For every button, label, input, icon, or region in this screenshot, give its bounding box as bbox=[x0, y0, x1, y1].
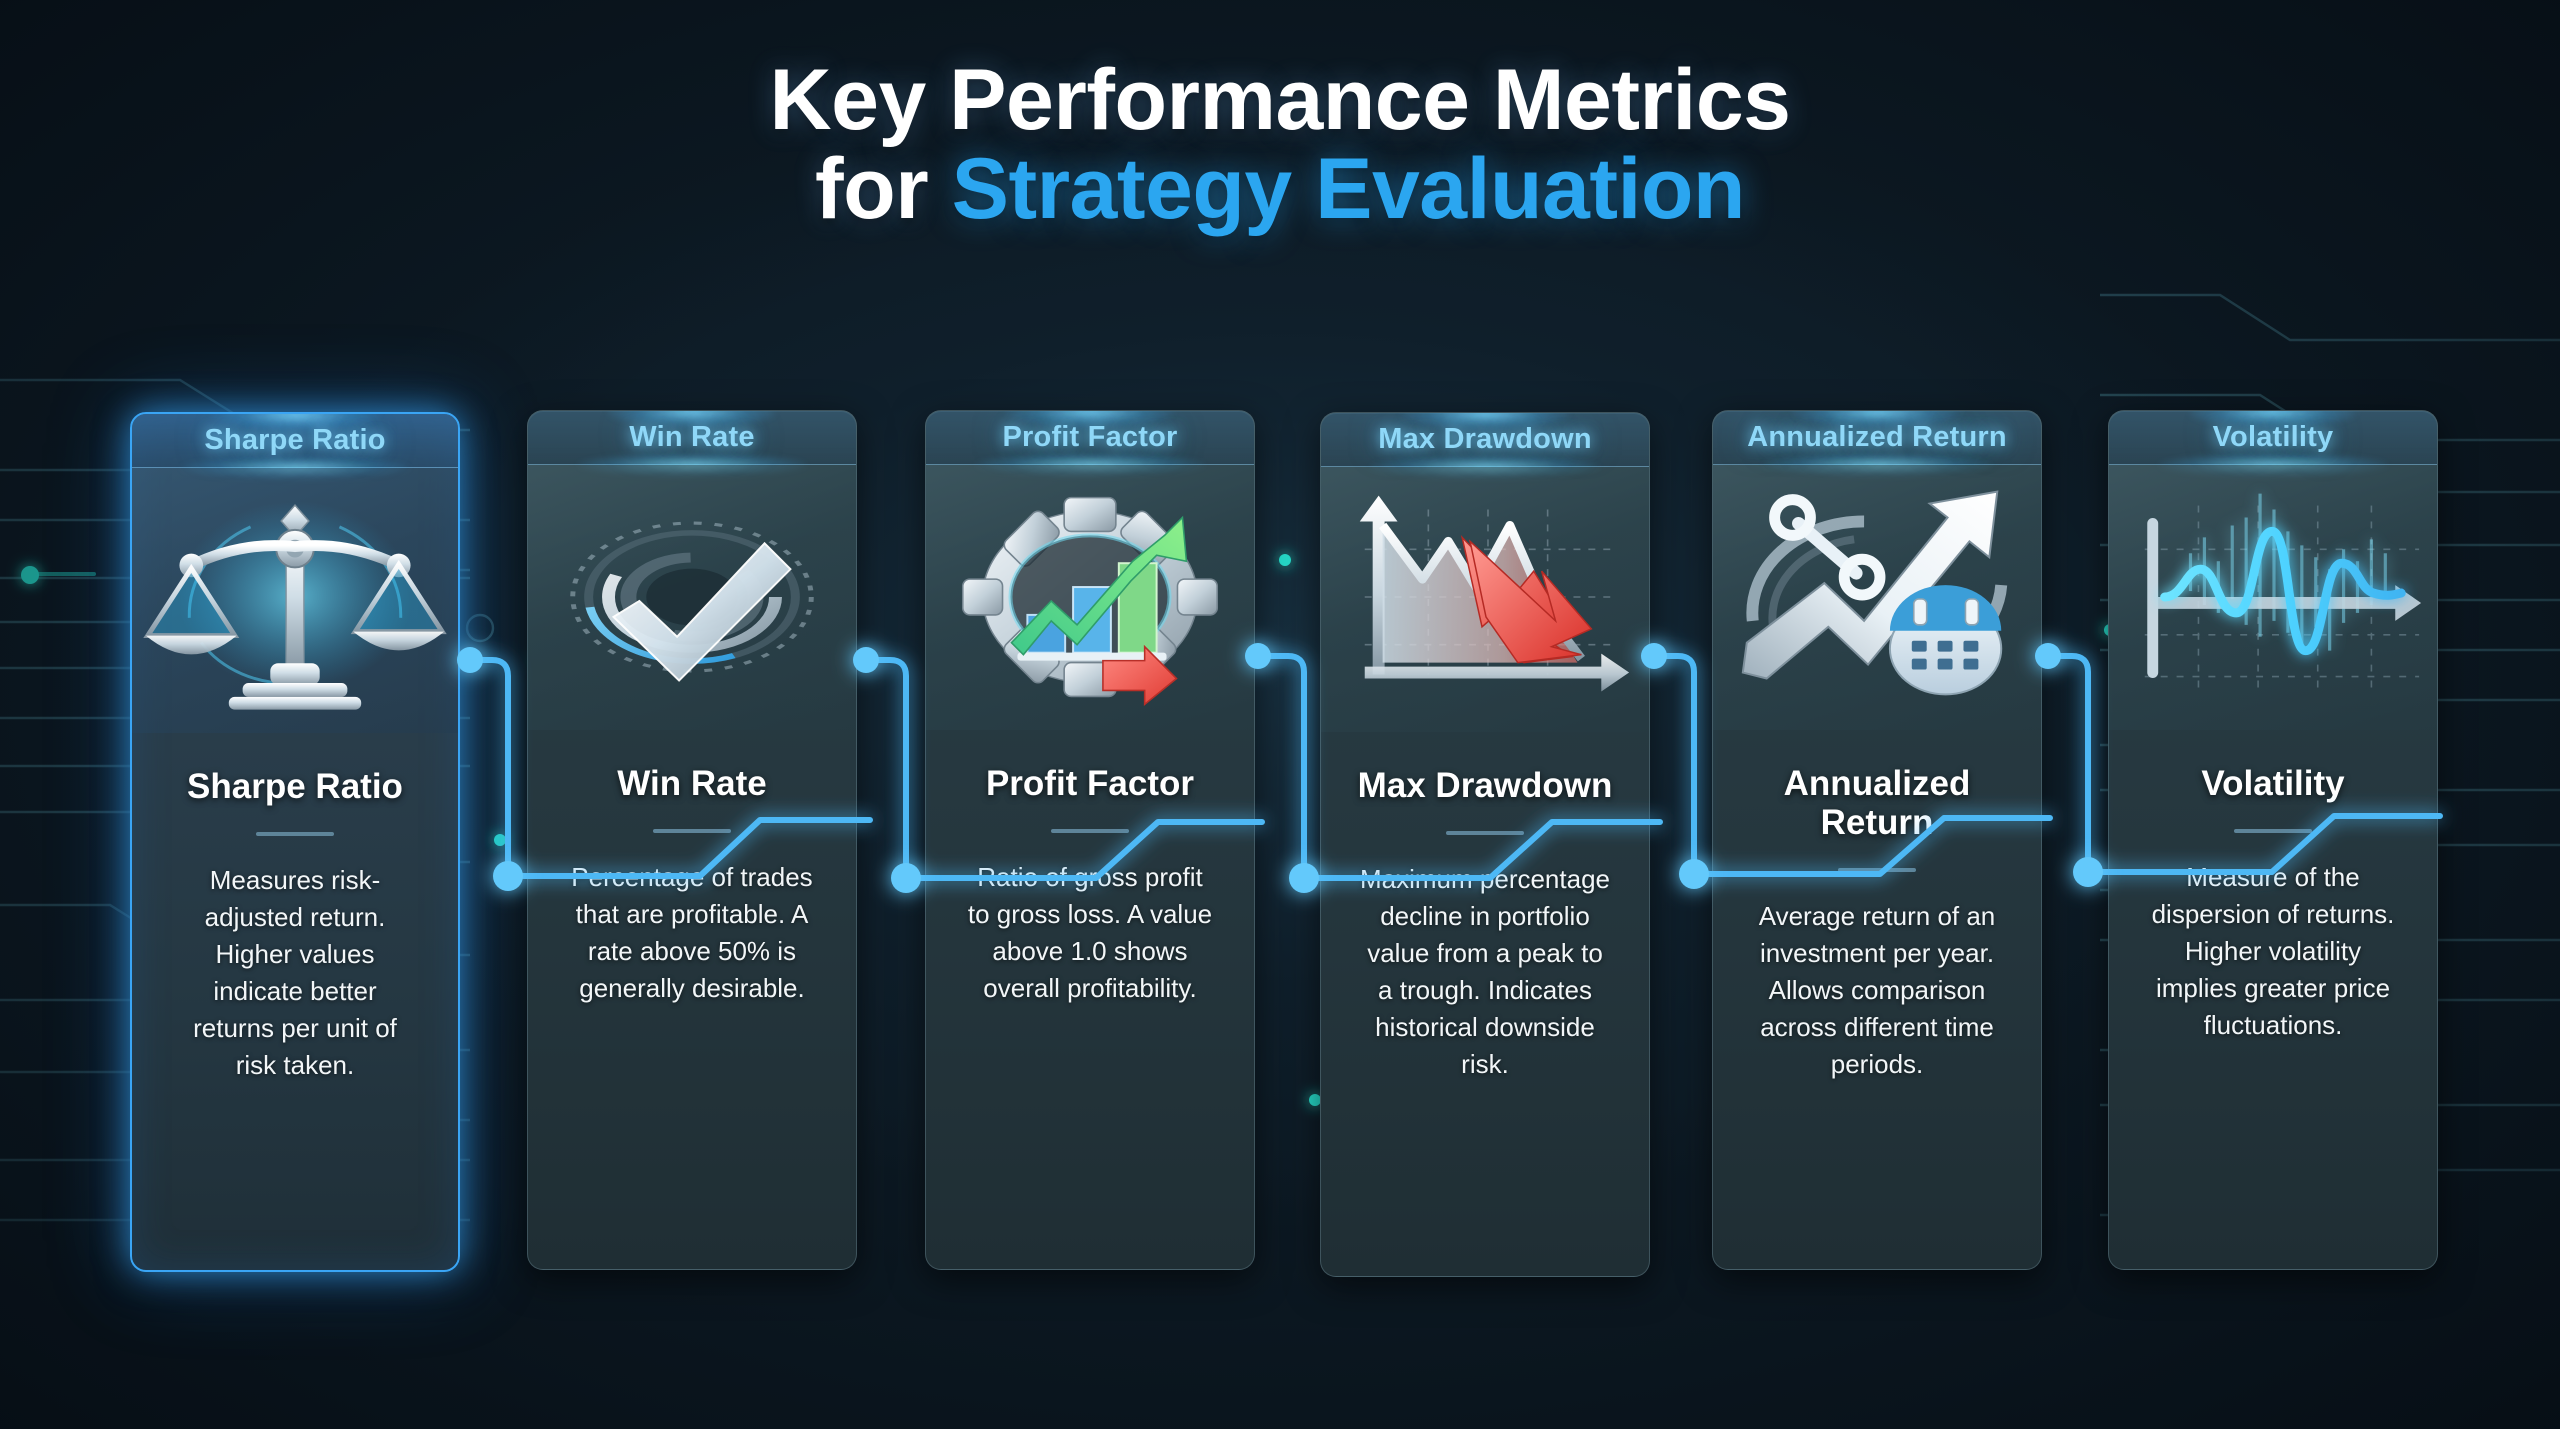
card-divider bbox=[653, 829, 731, 834]
card-description: Ratio of gross profit to gross loss. A v… bbox=[967, 862, 1213, 1003]
card-description: Measures risk-adjusted return. Higher va… bbox=[193, 865, 397, 1080]
card-description: Measure of the dispersion of returns. Hi… bbox=[2151, 862, 2395, 1040]
card-header-max-drawdown: Max Drawdown bbox=[1321, 413, 1649, 467]
percent-arrow-calendar-icon bbox=[1713, 465, 2041, 730]
card-body-max-drawdown: Max Drawdown Maximum percentage decline … bbox=[1321, 732, 1649, 1276]
card-header-sharpe-ratio: Sharpe Ratio bbox=[132, 414, 458, 468]
metric-card-profit-factor[interactable]: Profit Factor bbox=[925, 410, 1255, 1270]
card-header-win-rate: Win Rate bbox=[528, 411, 856, 465]
card-header-profit-factor: Profit Factor bbox=[926, 411, 1254, 465]
card-title: Max Drawdown bbox=[1357, 766, 1613, 805]
metric-card-annualized-return[interactable]: Annualized Return bbox=[1712, 410, 2042, 1270]
card-body-win-rate: Win Rate Percentage of trades that are p… bbox=[528, 730, 856, 1269]
card-description: Average return of an investment per year… bbox=[1758, 901, 1996, 1079]
card-header-volatility: Volatility bbox=[2109, 411, 2437, 465]
metric-card-sharpe-ratio[interactable]: Sharpe Ratio bbox=[130, 412, 460, 1272]
card-title: Annualized Return bbox=[1783, 764, 1971, 843]
metric-card-max-drawdown[interactable]: Max Drawdown bbox=[1320, 412, 1650, 1277]
card-divider bbox=[256, 832, 334, 837]
card-divider bbox=[1446, 831, 1524, 836]
waveform-icon bbox=[2109, 465, 2437, 730]
card-header-label: Sharpe Ratio bbox=[204, 424, 386, 456]
gear-bar-chart-icon bbox=[926, 465, 1254, 730]
card-description: Percentage of trades that are profitable… bbox=[571, 862, 813, 1003]
card-header-label: Profit Factor bbox=[1002, 421, 1178, 453]
card-header-label: Win Rate bbox=[629, 421, 755, 453]
checkmark-circle-icon bbox=[528, 465, 856, 730]
card-body-sharpe-ratio: Sharpe Ratio Measures risk-adjusted retu… bbox=[132, 733, 458, 1270]
card-header-label: Annualized Return bbox=[1747, 421, 2007, 453]
card-title: Volatility bbox=[2201, 764, 2345, 803]
card-title: Sharpe Ratio bbox=[187, 767, 403, 806]
card-divider bbox=[2234, 829, 2312, 834]
card-body-annualized-return: Annualized Return Average return of an i… bbox=[1713, 730, 2041, 1269]
card-body-volatility: Volatility Measure of the dispersion of … bbox=[2109, 730, 2437, 1269]
card-body-profit-factor: Profit Factor Ratio of gross profit to g… bbox=[926, 730, 1254, 1269]
card-header-label: Max Drawdown bbox=[1378, 423, 1592, 455]
card-divider bbox=[1838, 868, 1916, 873]
card-description: Maximum percentage decline in portfolio … bbox=[1360, 864, 1610, 1079]
card-divider bbox=[1051, 829, 1129, 834]
card-header-annualized-return: Annualized Return bbox=[1713, 411, 2041, 465]
card-title: Win Rate bbox=[617, 764, 767, 803]
card-header-label: Volatility bbox=[2212, 421, 2334, 453]
metric-card-win-rate[interactable]: Win Rate bbox=[527, 410, 857, 1270]
declining-chart-icon bbox=[1321, 467, 1649, 732]
metric-card-volatility[interactable]: Volatility bbox=[2108, 410, 2438, 1270]
card-title: Profit Factor bbox=[985, 764, 1195, 803]
balance-scales-icon bbox=[132, 468, 458, 733]
